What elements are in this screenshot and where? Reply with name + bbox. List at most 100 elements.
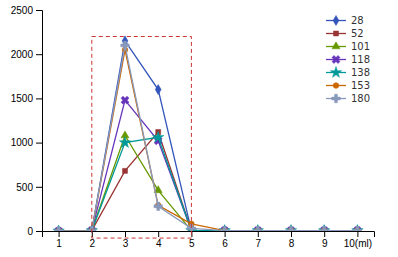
marker [155, 84, 161, 94]
series [54, 41, 361, 231]
tick-label: 1000 [11, 137, 34, 148]
tick: 6 [222, 231, 228, 249]
marker [219, 225, 231, 231]
tick: 500 [16, 182, 42, 193]
series [53, 131, 363, 231]
line [59, 45, 358, 231]
line [59, 137, 358, 231]
tick-mark [324, 231, 325, 237]
tick-mark [36, 231, 42, 232]
tick-label: 2 [90, 238, 96, 249]
legend-label: 118 [351, 54, 370, 65]
marker [285, 225, 297, 231]
legend-marker [333, 15, 339, 25]
marker [154, 202, 162, 210]
tick-mark [291, 231, 292, 237]
marker [254, 226, 262, 231]
legend-item: 52 [326, 28, 364, 39]
tick-mark [36, 187, 42, 188]
chart: 1 2 3 4 5 6 7 8 9 10(ml) 0 500 1000 1500 2000 2500 28 52 1… [0, 0, 398, 257]
legend-marker [330, 67, 341, 78]
tick-mark [357, 231, 358, 237]
marker [285, 225, 296, 231]
marker [123, 168, 128, 173]
legend-marker [332, 94, 340, 102]
legend-label: 138 [351, 67, 370, 78]
marker [252, 225, 263, 231]
marker [121, 41, 129, 49]
tick-mark [36, 54, 42, 55]
legend-marker [334, 31, 339, 36]
tick-mark [158, 231, 159, 237]
marker [153, 131, 164, 142]
tick-mark [36, 10, 42, 11]
marker [319, 225, 330, 231]
axis-line [36, 11, 43, 232]
tick-mark [36, 143, 42, 144]
legend-label: 180 [351, 93, 370, 104]
tick-label: 2500 [11, 5, 34, 16]
marker [252, 225, 264, 231]
legend-item: 180 [326, 93, 370, 104]
marker [352, 225, 363, 231]
tick-label: 4 [156, 238, 162, 249]
tick-label: 500 [16, 182, 33, 193]
marker [54, 227, 62, 231]
tick: 0 [27, 226, 42, 237]
legend-item: 153 [326, 80, 370, 91]
tick-label: 10(ml) [344, 238, 372, 249]
marker [219, 225, 230, 231]
y-axis: 0 500 1000 1500 2000 2500 [11, 5, 43, 237]
marker [53, 225, 65, 231]
legend-label: 101 [351, 41, 370, 52]
tick: 1000 [11, 137, 42, 148]
legend-marker [333, 83, 339, 89]
marker [287, 226, 295, 231]
tick-mark [125, 231, 126, 237]
tick: 9 [322, 231, 328, 249]
legend-marker [330, 53, 342, 65]
line [59, 41, 358, 231]
legend-item: 28 [326, 15, 364, 26]
series-group [53, 36, 364, 231]
tick: 3 [123, 231, 129, 249]
plot-area: 1 2 3 4 5 6 7 8 9 10(ml) 0 500 1000 1500 2000 2500 28 52 1… [11, 5, 375, 249]
tick-label: 1500 [11, 93, 34, 104]
marker [220, 226, 228, 231]
tick-label: 9 [322, 238, 328, 249]
tick-mark [36, 98, 42, 99]
tick-mark [258, 231, 259, 237]
tick-label: 3 [123, 238, 129, 249]
x-axis: 1 2 3 4 5 6 7 8 9 10(ml) [43, 231, 375, 249]
line [59, 50, 358, 231]
tick: 1 [56, 231, 62, 249]
legend-item: 118 [326, 53, 370, 65]
marker [119, 137, 130, 148]
series [56, 47, 360, 231]
marker [320, 226, 328, 231]
tick-label: 8 [289, 238, 295, 249]
tick-label: 2000 [11, 49, 34, 60]
legend-marker [332, 42, 340, 49]
legend-item: 101 [326, 41, 370, 52]
marker [318, 225, 330, 231]
line [59, 132, 358, 231]
tick-label: 6 [222, 238, 228, 249]
tick: 5 [189, 231, 195, 249]
tick-mark [225, 231, 226, 237]
tick: 2500 [11, 5, 42, 16]
tick-label: 7 [256, 238, 262, 249]
tick-mark [59, 231, 60, 237]
tick: 1500 [11, 93, 42, 104]
legend-label: 28 [351, 15, 364, 26]
tick-label: 1 [56, 238, 62, 249]
marker [53, 225, 64, 231]
series [53, 94, 364, 231]
highlight-rect [92, 37, 192, 239]
marker [351, 225, 363, 231]
tick: 7 [256, 231, 262, 249]
legend-label: 52 [351, 28, 364, 39]
tick-label: 0 [27, 226, 33, 237]
tick: 2000 [11, 49, 42, 60]
tick: 4 [156, 231, 162, 249]
